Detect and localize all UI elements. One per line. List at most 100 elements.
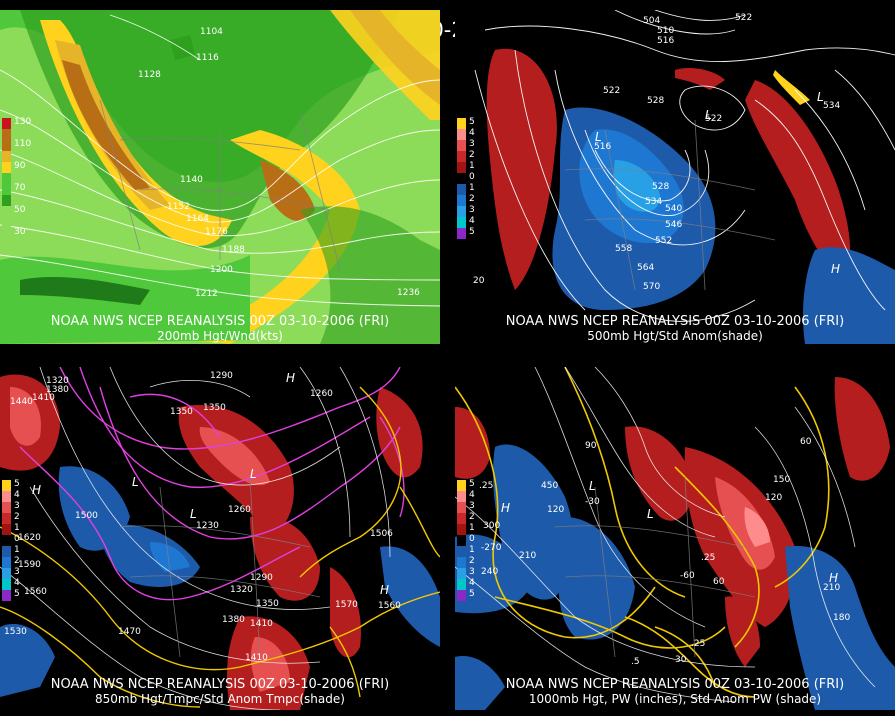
contour-label: 1212 — [195, 289, 218, 299]
contour-label: 60 — [800, 437, 812, 447]
high-marker: H — [829, 571, 839, 585]
contour-label: 20 — [473, 276, 485, 286]
contour-label: 1230 — [196, 521, 219, 531]
contour-label: 1290 — [250, 573, 273, 583]
low-marker: L — [250, 467, 257, 481]
contour-label: 1506 — [370, 529, 393, 539]
contour-label: 1440 — [10, 397, 33, 407]
contour-label: .5 — [631, 657, 640, 667]
contour-label: .25 — [691, 639, 706, 649]
high-marker: H — [501, 501, 511, 515]
contour-label: 1350 — [170, 407, 193, 417]
contour-label: 1350 — [203, 403, 226, 413]
high-marker: H — [831, 262, 841, 276]
contour-label: 1290 — [210, 371, 233, 381]
contour-label: 528 — [647, 96, 665, 106]
contour-label: 1320 — [230, 585, 253, 595]
low-marker: L — [132, 475, 139, 489]
low-marker: L — [705, 108, 712, 122]
contour-label: 180 — [833, 613, 851, 623]
contour-label: 1470 — [118, 627, 141, 637]
contour-label: -270 — [481, 543, 502, 553]
contour-label: 516 — [594, 142, 612, 152]
high-marker: H — [286, 371, 296, 385]
low-marker: L — [595, 130, 602, 144]
contour-label: 1104 — [200, 27, 223, 37]
contour-label: 1410 — [32, 393, 55, 403]
panel-200mb: 130 110 90 70 50 30 1104 1116 1128 1140 … — [0, 10, 440, 344]
contour-label: 1410 — [250, 619, 273, 629]
contour-label: 150 — [773, 475, 791, 485]
low-marker: L — [589, 479, 596, 493]
panel-1000mb: 5 4 3 2 1 0 1 2 3 4 5 90 450 120 210 300… — [455, 367, 895, 710]
legend-1000mb: 5 4 3 2 1 0 1 2 3 4 5 — [457, 479, 497, 601]
contour-label: 240 — [481, 567, 499, 577]
contour-label: 522 — [705, 114, 723, 124]
contour-label: 1410 — [245, 653, 268, 663]
contour-label: 1530 — [4, 627, 27, 637]
contour-label: 534 — [823, 101, 841, 111]
map-200mb — [0, 10, 440, 344]
contour-label: 1116 — [196, 53, 219, 63]
low-marker: L — [647, 507, 654, 521]
panel-850mb: 5 4 3 2 1 0 1 2 3 4 5 1320 1380 1410 144… — [0, 367, 440, 710]
contour-label: 1140 — [180, 175, 203, 185]
contour-label: 516 — [657, 36, 675, 46]
contour-label: 1236 — [397, 288, 420, 298]
high-marker: H — [380, 583, 390, 597]
contour-label: 1380 — [46, 385, 69, 395]
contour-label: -30 — [585, 497, 600, 507]
contour-label: 1164 — [186, 214, 209, 224]
contour-label: 90 — [585, 441, 597, 451]
contour-label: 1260 — [228, 505, 251, 515]
contour-label: 120 — [765, 493, 783, 503]
contour-label: 60 — [713, 577, 725, 587]
contour-label: 1500 — [75, 511, 98, 521]
contour-label: 210 — [823, 583, 841, 593]
caption-850mb: NOAA NWS NCEP REANALYSIS 00Z 03-10-2006 … — [50, 677, 390, 707]
contour-label: 300 — [483, 521, 501, 531]
contour-label: 540 — [665, 204, 683, 214]
contour-label: 522 — [735, 13, 753, 23]
contour-label: 1560 — [378, 601, 401, 611]
map-1000mb — [455, 367, 895, 710]
panel-500mb: 5 4 3 2 1 0 1 2 3 4 5 504 510 516 522 52… — [455, 10, 895, 344]
caption-200mb: NOAA NWS NCEP REANALYSIS 00Z 03-10-2006 … — [50, 314, 390, 344]
contour-label: .25 — [701, 553, 716, 563]
contour-label: 534 — [645, 197, 663, 207]
contour-label: 528 — [652, 182, 670, 192]
contour-label: 1570 — [335, 600, 358, 610]
contour-label: 1380 — [222, 615, 245, 625]
contour-label: -60 — [680, 571, 695, 581]
contour-label: 570 — [643, 282, 661, 292]
map-500mb — [455, 10, 895, 344]
high-marker: H — [32, 483, 42, 497]
contour-label: 210 — [519, 551, 537, 561]
contour-label: 546 — [665, 220, 683, 230]
map-850mb — [0, 367, 440, 710]
contour-label: 552 — [655, 236, 673, 246]
contour-label: 450 — [541, 481, 559, 491]
contour-label: 120 — [547, 505, 565, 515]
contour-label: 1128 — [138, 70, 161, 80]
caption-500mb: NOAA NWS NCEP REANALYSIS 00Z 03-10-2006 … — [505, 314, 845, 344]
legend-200mb: 130 110 90 70 50 30 — [2, 117, 42, 239]
contour-label: 1200 — [210, 265, 233, 275]
contour-label: 564 — [637, 263, 655, 273]
contour-label: 1152 — [167, 202, 190, 212]
contour-label: 1320 — [46, 376, 69, 386]
low-marker: L — [817, 90, 824, 104]
contour-label: 1620 — [18, 533, 41, 543]
contour-label: 510 — [657, 26, 675, 36]
contour-label: 1560 — [24, 587, 47, 597]
legend-850mb: 5 4 3 2 1 0 1 2 3 4 5 — [2, 479, 42, 601]
contour-label: 1350 — [256, 599, 279, 609]
caption-1000mb: NOAA NWS NCEP REANALYSIS 00Z 03-10-2006 … — [505, 677, 845, 707]
contour-label: 558 — [615, 244, 633, 254]
legend-500mb: 5 4 3 2 1 0 1 2 3 4 5 — [457, 117, 497, 239]
contour-label: 522 — [603, 86, 621, 96]
contour-label: 504 — [643, 16, 661, 26]
contour-label: 1590 — [18, 560, 41, 570]
contour-label: 30 — [675, 655, 687, 665]
low-marker: L — [190, 507, 197, 521]
